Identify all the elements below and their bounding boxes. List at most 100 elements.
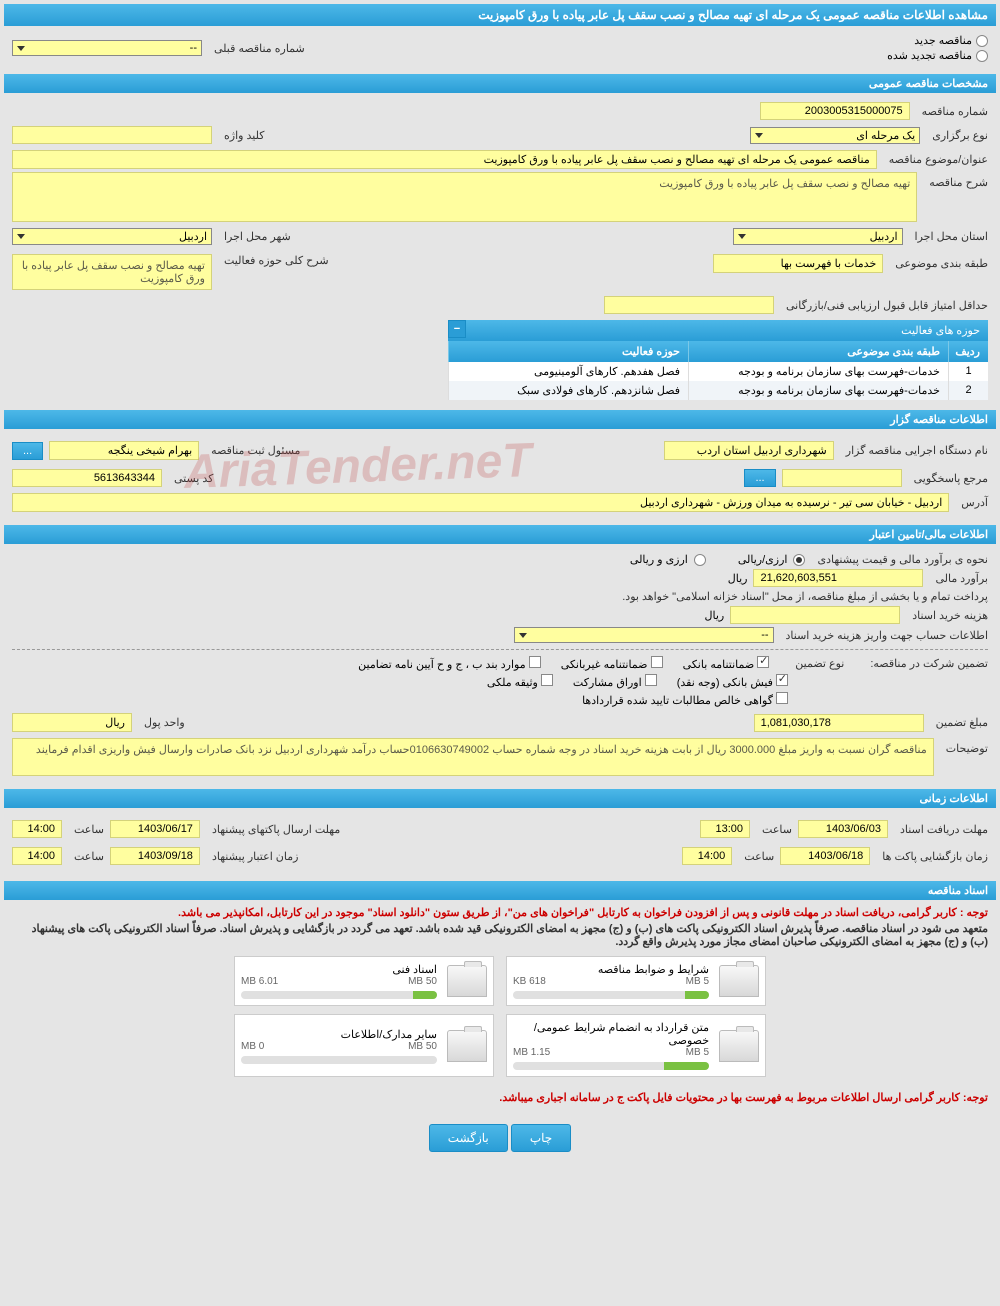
open-label: زمان بازگشایی پاکت ها [882,850,988,863]
type-select[interactable]: یک مرحله ای [750,127,920,144]
post-field: 5613643344 [12,469,162,487]
notes-label: توضیحات [946,742,988,755]
back-button[interactable]: بازگشت [429,1124,508,1152]
prev-number-label: شماره مناقصه قبلی [214,42,305,55]
folder-icon [447,965,487,997]
chk-bonds-label: اوراق مشارکت [573,677,642,689]
account-select[interactable]: -- [514,627,774,643]
chk-property-label: وثیقه ملکی [487,677,538,689]
chk-property[interactable] [541,674,553,686]
time-label: ساعت [74,850,104,863]
scope-label: شرح کلی حوزه فعالیت [224,254,329,267]
collapse-button[interactable]: − [448,320,466,338]
radio-renewed[interactable] [976,50,988,62]
docs-note-2: متعهد می شود در اسناد مناقصه. صرفاً پذیر… [12,922,988,948]
receive-date: 1403/06/03 [798,820,888,838]
city-select[interactable]: اردبیل [12,228,212,245]
method-label: نحوه ی برآورد مالی و قیمت پیشنهادی [817,553,988,566]
chk-bylaw[interactable] [529,656,541,668]
chk-receivables[interactable] [776,692,788,704]
doc-title: شرایط و ضوابط مناقصه [513,963,709,976]
time-label: ساعت [762,823,792,836]
time-label: ساعت [744,850,774,863]
org-label: نام دستگاه اجرایی مناقصه گزار [846,444,988,457]
table-row: 1 خدمات-فهرست بهای سازمان برنامه و بودجه… [448,362,988,381]
radio-currency[interactable] [694,554,706,566]
desc-field: تهیه مصالح و نصب سقف پل عابر پیاده با ور… [12,172,917,222]
chevron-down-icon [519,633,527,638]
keyword-label: کلید واژه [224,129,264,142]
doc-box-technical[interactable]: اسناد فنی 50 MB6.01 MB [234,956,494,1006]
chk-bonds[interactable] [645,674,657,686]
radio-currency-label: ارزی و ریالی [630,553,688,566]
min-score-field[interactable] [604,296,774,314]
doc-cost-field[interactable] [730,606,900,624]
open-time: 14:00 [682,847,732,865]
chk-receivables-label: گواهی خالص مطالبات تایید شده قراردادها [582,695,773,707]
org-field: شهرداری اردبیل استان اردب [664,441,834,460]
col-scope: حوزه فعالیت [448,341,688,362]
receive-label: مهلت دریافت اسناد [900,823,988,836]
province-label: استان محل اجرا [915,230,988,243]
amount-label: مبلغ تضمین [936,716,988,729]
valid-time: 14:00 [12,847,62,865]
account-label: اطلاعات حساب جهت واریز هزینه خرید اسناد [786,629,988,642]
time-label: ساعت [74,823,104,836]
docs-note-1: توجه : کاربر گرامی، دریافت اسناد در مهلت… [12,906,988,919]
min-score-label: حداقل امتیاز قابل قبول ارزیابی فنی/بازرگ… [786,299,988,312]
radio-new[interactable] [976,35,988,47]
open-date: 1403/06/18 [780,847,870,865]
tender-number: 2003005315000075 [760,102,910,120]
chk-bank[interactable] [757,656,769,668]
chk-cash-label: فیش بانکی (وجه نقد) [677,677,773,689]
radio-rial-label: ارزی/ریالی [738,553,788,566]
send-label: مهلت ارسال پاکتهای پیشنهاد [212,823,340,836]
table-row: 2 خدمات-فهرست بهای سازمان برنامه و بودجه… [448,381,988,400]
treasury-note: پرداخت تمام و یا بخشی از مبلغ مناقصه، از… [622,590,988,603]
chevron-down-icon [755,133,763,138]
doc-box-contract[interactable]: متن قرارداد به انضمام شرایط عمومی/خصوصی … [506,1014,766,1077]
addr-field: اردبیل - خیابان سی تیر - نرسیده به میدان… [12,493,949,512]
more-button[interactable]: ... [12,442,43,460]
guarantee-label: تضمین شرکت در مناقصه: [870,657,988,670]
subject-field: مناقصه عمومی یک مرحله ای تهیه مصالح و نص… [12,150,877,169]
activity-table-title: حوزه های فعالیت [893,320,988,341]
send-time: 14:00 [12,820,62,838]
section-general-title: مشخصات مناقصه عمومی [4,74,996,93]
folder-icon [447,1030,487,1062]
chk-cash[interactable] [776,674,788,686]
scope-field: تهیه مصالح و نصب سقف پل عابر پیاده با ور… [12,254,212,290]
chk-bylaw-label: موارد بند ب ، ج و ح آیین نامه تضامین [358,659,525,671]
folder-icon [719,1030,759,1062]
chk-bank-label: ضمانتنامه بانکی [683,659,755,671]
post-label: کد پستی [174,472,213,485]
receive-time: 13:00 [700,820,750,838]
chevron-down-icon [17,46,25,51]
doc-box-other[interactable]: سایر مدارک/اطلاعات 50 MB0 MB [234,1014,494,1077]
send-date: 1403/06/17 [110,820,200,838]
rial-label: ریال [704,609,724,622]
keyword-field[interactable] [12,126,212,144]
doc-box-conditions[interactable]: شرایط و ضوابط مناقصه 5 MB618 KB [506,956,766,1006]
province-select[interactable]: اردبیل [733,228,903,245]
radio-rial[interactable] [793,554,805,566]
section-financial-title: اطلاعات مالی/تامین اعتبار [4,525,996,544]
doc-title: متن قرارداد به انضمام شرایط عمومی/خصوصی [513,1021,709,1047]
print-button[interactable]: چاپ [511,1124,571,1152]
section-owner-title: اطلاعات مناقصه گزار [4,410,996,429]
radio-renewed-label: مناقصه تجدید شده [887,49,972,62]
addr-label: آدرس [961,496,988,509]
unit-label: واحد پول [144,716,185,729]
estimate-field: 21,620,603,551 [753,569,923,587]
guarantee-type-label: نوع تضمین [795,657,844,670]
section-timing-title: اطلاعات زمانی [4,789,996,808]
amount-field: 1,081,030,178 [754,714,924,732]
col-row: ردیف [948,341,988,362]
chk-nonbank[interactable] [651,656,663,668]
doc-cost-label: هزینه خرید اسناد [912,609,988,622]
section-docs-title: اسناد مناقصه [4,881,996,900]
ref-more-button[interactable]: ... [744,469,775,487]
prev-number-select[interactable]: -- [12,40,202,56]
ref-field[interactable] [782,469,902,487]
valid-label: زمان اعتبار پیشنهاد [212,850,299,863]
